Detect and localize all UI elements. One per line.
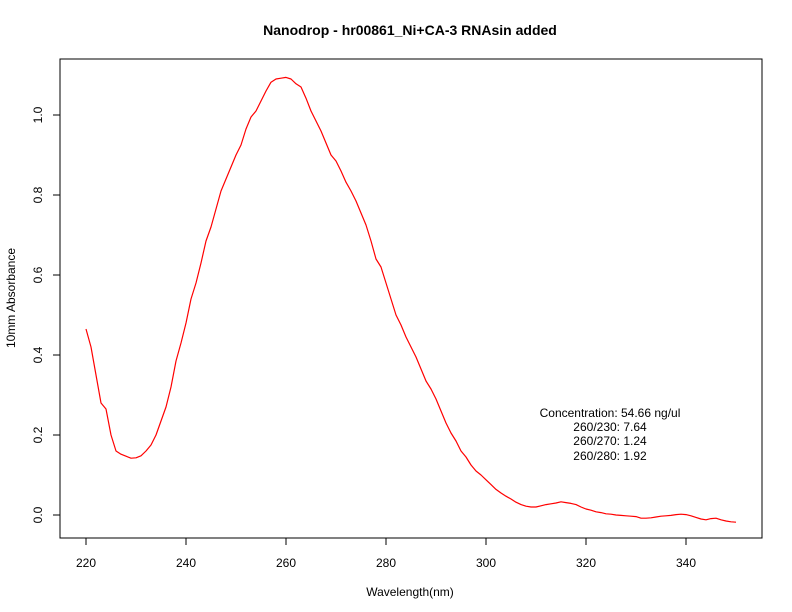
ratio-260-280-annotation: 260/280: 1.92 [573, 449, 647, 463]
y-axis: 0.0 0.2 0.4 0.6 0.8 1.0 [31, 106, 61, 523]
y-tick-label: 1.0 [31, 106, 45, 123]
x-axis-label: Wavelength(nm) [366, 585, 454, 599]
x-tick-label: 320 [576, 556, 596, 570]
absorbance-series-line [85, 76, 737, 523]
y-tick-label: 0.6 [31, 266, 45, 283]
y-tick-label: 0.0 [31, 506, 45, 523]
chart-title: Nanodrop - hr00861_Ni+CA-3 RNAsin added [263, 22, 557, 38]
x-tick-label: 340 [676, 556, 696, 570]
x-tick-label: 240 [176, 556, 196, 570]
x-tick-label: 260 [276, 556, 296, 570]
concentration-annotation: Concentration: 54.66 ng/ul [540, 406, 681, 420]
series-layer [85, 76, 737, 523]
plot-frame [59, 58, 763, 539]
ratio-260-230-annotation: 260/230: 7.64 [573, 420, 647, 434]
ratio-260-270-annotation: 260/270: 1.24 [573, 434, 647, 448]
x-tick-label: 280 [376, 556, 396, 570]
x-tick-label: 300 [476, 556, 496, 570]
x-tick-label: 220 [76, 556, 96, 570]
y-axis-label: 10mm Absorbance [4, 248, 18, 348]
y-tick-label: 0.4 [31, 346, 45, 363]
y-tick-label: 0.2 [31, 426, 45, 443]
x-axis: 220 240 260 280 300 320 340 [76, 537, 696, 570]
annotation-block: Concentration: 54.66 ng/ul 260/230: 7.64… [540, 406, 681, 463]
y-tick-label: 0.8 [31, 186, 45, 203]
